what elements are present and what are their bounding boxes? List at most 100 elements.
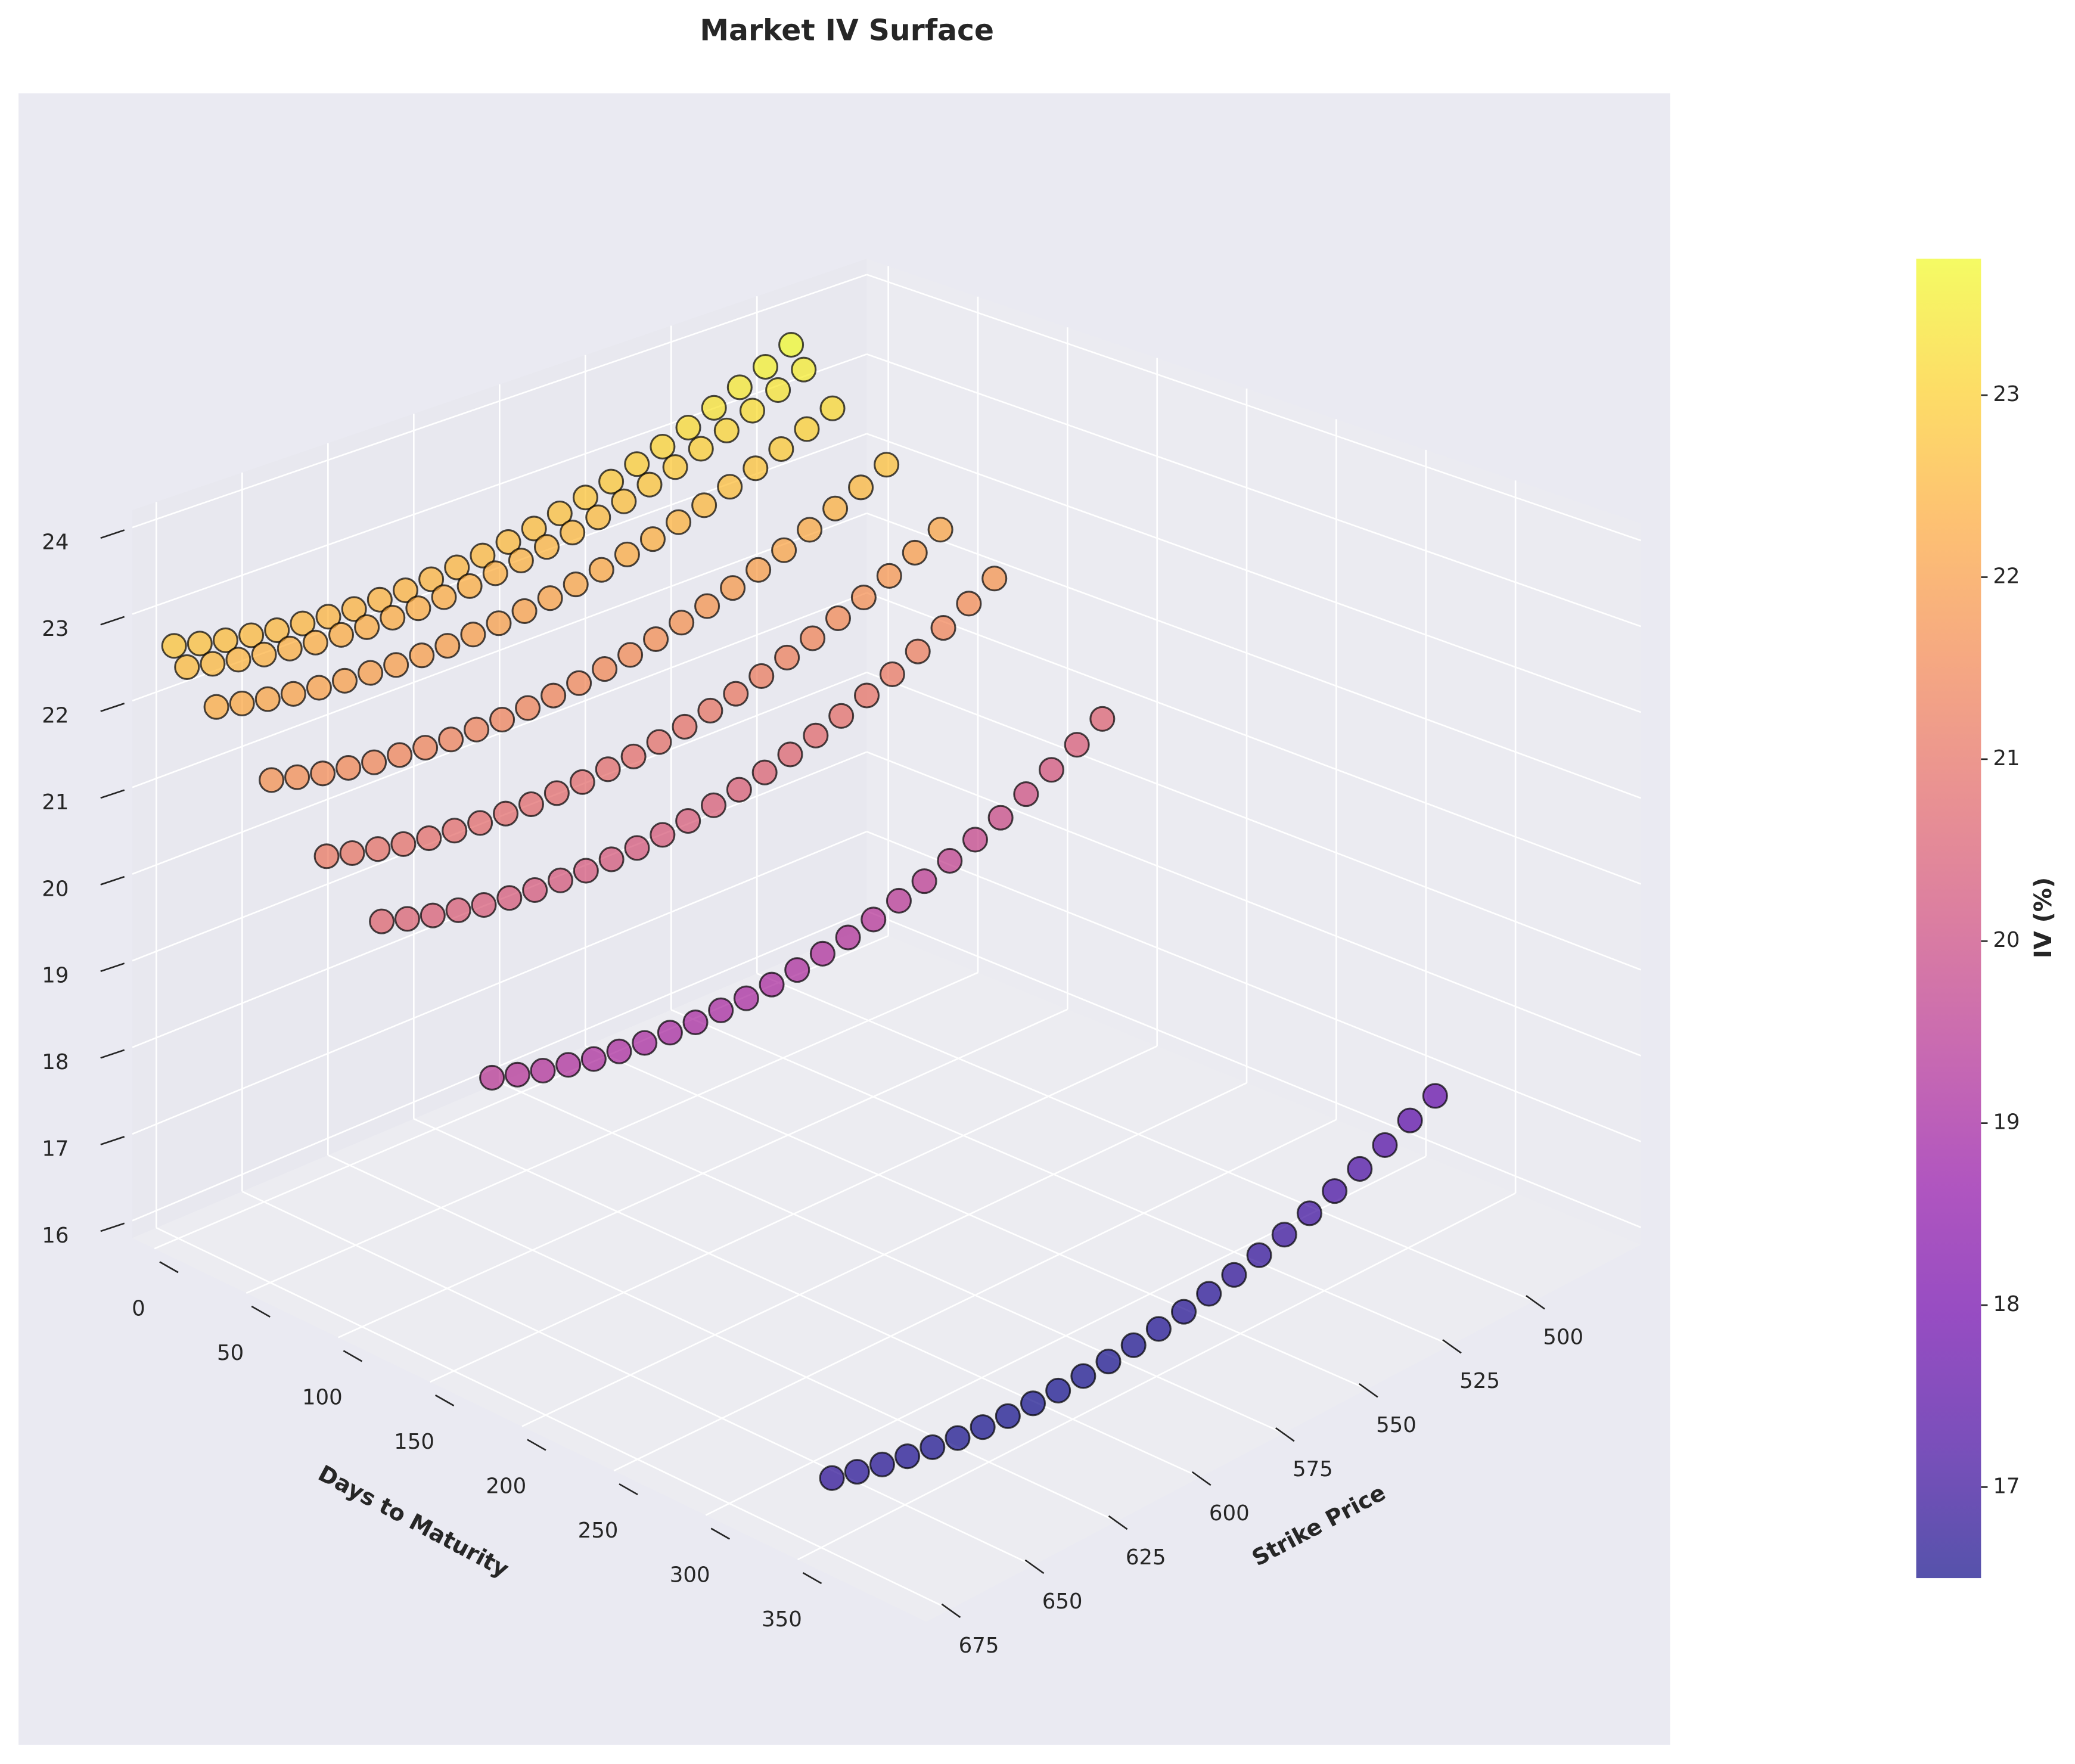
data-point [310,760,336,787]
z-tick-label: 20 [42,877,69,901]
side-pane [866,259,1641,1245]
data-point [302,629,328,656]
data-point [774,644,800,670]
data-point [573,858,599,884]
data-point [777,741,803,768]
x-tick-label: 575 [1293,1457,1333,1482]
data-point [563,572,589,598]
data-point [515,695,541,721]
data-point [937,847,963,874]
data-point [800,625,826,651]
data-point [894,1443,921,1470]
data-point [572,485,598,511]
data-point [657,1020,683,1046]
data-point [691,492,717,518]
data-point [471,892,497,918]
data-point [290,610,316,636]
data-point [1196,1281,1222,1307]
x-tick-label: 550 [1376,1413,1417,1437]
data-point [313,843,340,869]
data-point [987,805,1014,831]
data-point [723,681,749,707]
data-point [828,703,855,729]
colorbar-tick-label: 23 [1993,382,2020,406]
data-point [611,488,637,514]
grid-line [866,433,1642,713]
data-point [620,743,647,769]
floor-pane [132,927,1641,1622]
data-point [592,656,618,682]
data-point [981,566,1008,592]
data-point [809,940,835,967]
z-tick [100,616,125,626]
data-point [479,1064,505,1091]
data-point [1089,706,1116,732]
data-point [726,374,753,400]
data-point [418,566,445,592]
data-point [331,667,358,694]
data-point [464,716,490,743]
x-tick [1275,1427,1295,1442]
data-point [1038,757,1065,783]
data-point [496,885,523,911]
data-point [543,780,570,806]
data-point [444,554,470,580]
y-tick-label: 0 [132,1296,145,1321]
y-tick-label: 100 [302,1385,343,1409]
x-tick-label: 625 [1126,1545,1166,1570]
data-point [486,610,512,636]
data-point [174,654,200,680]
colorbar-tick-label: 19 [1993,1110,2020,1135]
data-point [409,642,435,669]
data-point [511,598,538,624]
y-tick-label: 150 [394,1430,434,1454]
y-tick-label: 200 [486,1474,526,1499]
data-point [264,617,290,644]
data-point [835,924,861,951]
data-point [745,557,772,583]
data-point [365,836,391,862]
data-point [277,635,303,662]
x-tick-label: 675 [959,1633,999,1658]
data-point [700,792,727,818]
y-tick [434,1394,455,1406]
data-point [366,586,393,613]
colorbar [1916,259,1981,1579]
data-point [560,520,586,546]
data-point [1397,1107,1423,1133]
y-tick [619,1483,638,1496]
data-point [850,584,877,611]
data-point [358,660,384,686]
data-point [1246,1242,1272,1268]
data-point [803,722,829,749]
data-point [1296,1200,1322,1226]
data-point [1013,781,1039,808]
data-point [280,681,306,707]
data-point [646,729,672,755]
z-tick [100,875,125,886]
data-point [229,690,255,716]
z-tick-label: 16 [42,1223,69,1248]
data-point [212,627,238,653]
data-point [546,500,573,527]
data-point [666,509,692,535]
colorbar-tick-label: 22 [1993,564,2020,588]
data-point [848,474,874,501]
data-point [203,694,229,720]
data-point [339,840,365,867]
data-point [675,415,701,441]
data-point [547,867,574,893]
data-point [791,356,817,383]
data-point [354,614,380,640]
data-point [251,641,277,667]
x-tick [1108,1515,1128,1530]
data-point [328,622,355,648]
data-point [431,584,457,610]
data-point [225,647,251,673]
data-point [492,800,519,827]
x-tick [1442,1339,1462,1354]
data-point [1372,1132,1398,1158]
data-point [632,1030,658,1056]
data-point [383,652,409,678]
